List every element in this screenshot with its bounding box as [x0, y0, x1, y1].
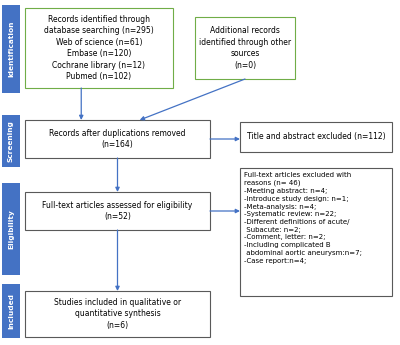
Text: Records identified through
database searching (n=295)
Web of science (n=61)
Emba: Records identified through database sear…: [44, 15, 154, 81]
Text: Records after duplications removed
(n=164): Records after duplications removed (n=16…: [49, 129, 186, 149]
Bar: [25, 8, 173, 88]
Bar: [25, 120, 210, 158]
Text: Full-text articles assessed for eligibility
(n=52): Full-text articles assessed for eligibil…: [42, 201, 193, 221]
Bar: [195, 17, 295, 79]
Text: Additional records
identified through other
sources
(n=0): Additional records identified through ot…: [199, 26, 291, 70]
Text: Eligibility: Eligibility: [8, 209, 14, 249]
Bar: [2, 183, 20, 275]
Bar: [25, 192, 210, 230]
Text: Included: Included: [8, 293, 14, 329]
Bar: [240, 168, 392, 296]
Bar: [240, 122, 392, 152]
Bar: [2, 5, 20, 93]
Text: Full-text articles excluded with
reasons (n= 46)
-Meeting abstract: n=4;
-Introd: Full-text articles excluded with reasons…: [244, 172, 362, 264]
Text: Screening: Screening: [8, 120, 14, 162]
Text: Studies included in qualitative or
quantitative synthesis
(n=6): Studies included in qualitative or quant…: [54, 298, 181, 330]
Text: Identification: Identification: [8, 21, 14, 77]
Text: Title and abstract excluded (n=112): Title and abstract excluded (n=112): [247, 132, 385, 141]
Bar: [2, 115, 20, 167]
Bar: [25, 291, 210, 337]
Bar: [2, 284, 20, 338]
